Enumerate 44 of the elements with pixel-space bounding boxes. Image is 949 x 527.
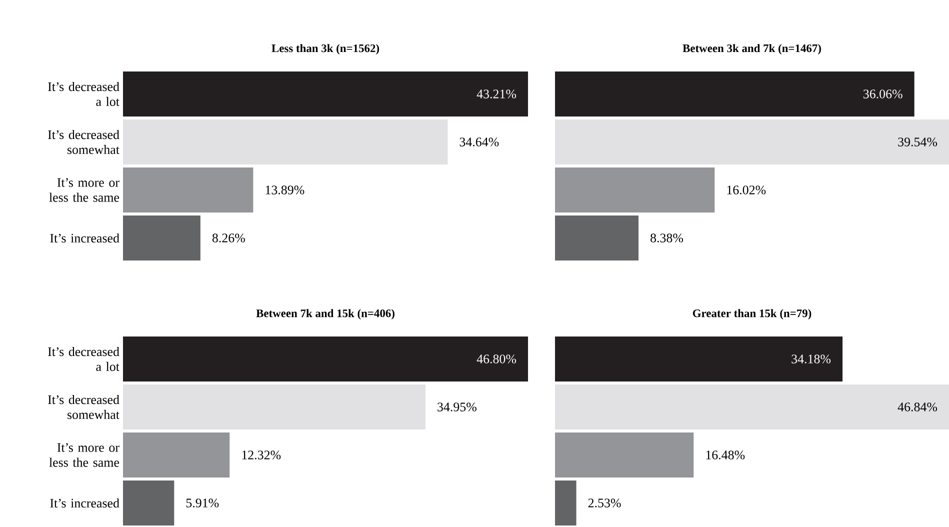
- data-label: 16.48%: [706, 450, 745, 460]
- chart-title: Between 7k and 15k (n=406): [256, 309, 394, 320]
- bar: [123, 480, 174, 526]
- y-tick-label: It’s decreased a lot: [48, 82, 120, 106]
- bar: [123, 336, 528, 382]
- y-tick-label: It’s decreased somewhat: [48, 394, 120, 420]
- y-tick-label: It’s increased: [50, 498, 120, 508]
- bar: [555, 432, 694, 478]
- y-tick-label: It’s decreased somewhat: [48, 130, 120, 154]
- bar: [555, 384, 949, 430]
- y-tick-label: It’s decreased a lot: [48, 346, 120, 372]
- bar: [555, 167, 715, 212]
- data-label: 43.21%: [476, 90, 516, 98]
- bar: [555, 480, 576, 526]
- chart-title: Between 3k and 7k (n=1467): [682, 44, 821, 54]
- data-label: 46.80%: [476, 354, 516, 364]
- bar: [123, 215, 200, 260]
- bar: [123, 432, 230, 478]
- data-label: 46.84%: [898, 402, 938, 412]
- data-label: 13.89%: [266, 186, 304, 194]
- data-label: 36.06%: [864, 90, 902, 98]
- chart-title: Less than 3k (n=1562): [272, 44, 380, 54]
- data-label: 5.91%: [186, 498, 219, 508]
- bar: [123, 384, 426, 430]
- data-label: 8.38%: [650, 234, 684, 242]
- data-label: 34.64%: [460, 138, 499, 146]
- data-label: 2.53%: [588, 498, 621, 508]
- y-tick-label: It’s more or less the same: [49, 178, 120, 202]
- data-label: 16.02%: [727, 186, 766, 194]
- bar: [555, 215, 639, 260]
- data-label: 8.26%: [212, 234, 245, 242]
- bar: [123, 167, 254, 212]
- bar: [123, 119, 448, 164]
- bar: [555, 336, 843, 382]
- bar: [555, 71, 914, 116]
- data-label: 12.32%: [242, 450, 281, 460]
- bar: [123, 71, 528, 116]
- chart-title: Greater than 15k (n=79): [692, 309, 812, 320]
- y-tick-label: It’s increased: [50, 233, 120, 243]
- data-label: 34.95%: [438, 402, 476, 412]
- bar: [555, 119, 949, 164]
- data-label: 39.54%: [898, 138, 938, 146]
- y-tick-label: It’s more or less the same: [49, 443, 120, 467]
- data-label: 34.18%: [792, 354, 831, 364]
